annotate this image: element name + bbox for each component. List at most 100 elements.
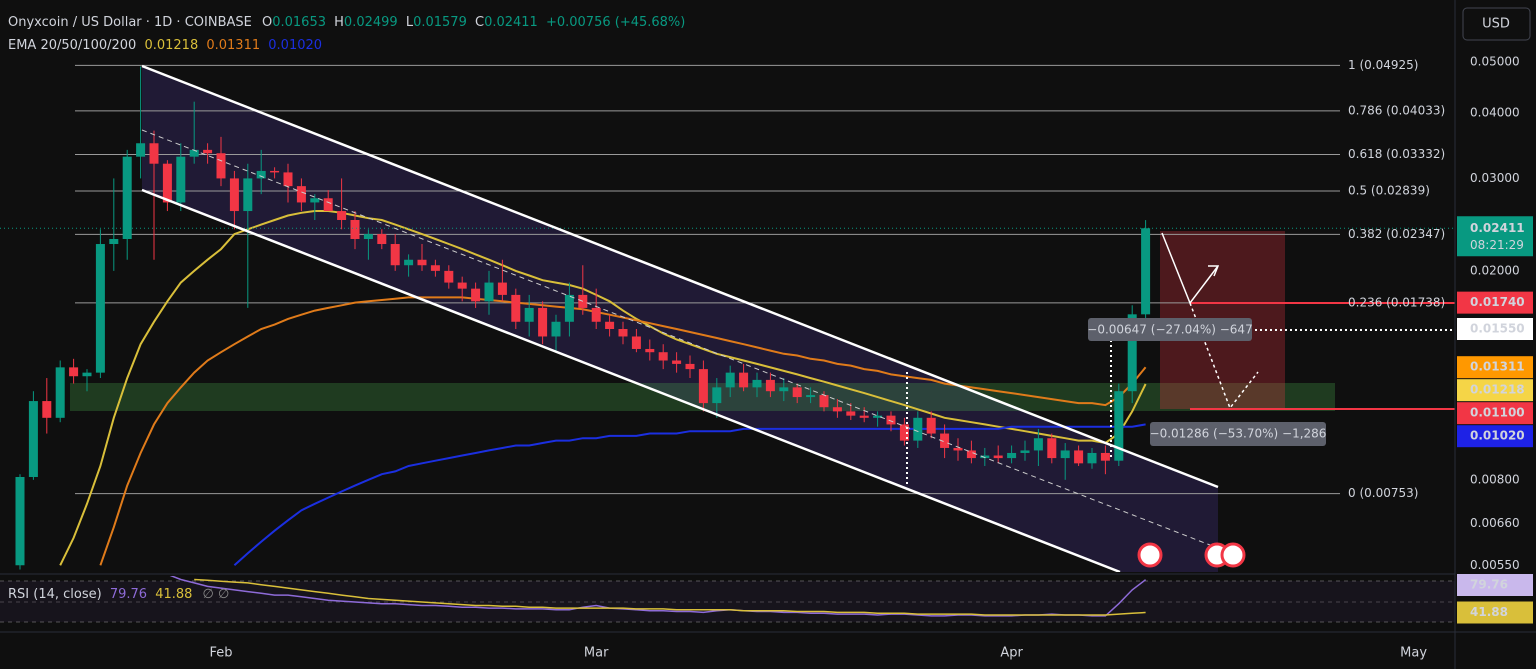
ohlc-letter: O: [262, 15, 272, 30]
candle-body: [551, 321, 561, 337]
candle-body: [1074, 450, 1084, 464]
rsi-icons: ∅ ∅: [203, 587, 230, 602]
candle-body: [1100, 452, 1110, 461]
countdown: 08:21:29: [1470, 238, 1524, 252]
candle-body: [846, 411, 856, 416]
candle-body: [658, 352, 668, 361]
candle-body: [832, 407, 842, 412]
candle-body: [886, 415, 896, 425]
candle-body: [873, 415, 883, 418]
fib-label: 0 (0.00753): [1348, 486, 1418, 500]
candle-body: [819, 395, 829, 408]
rsi-value-label: 79.76: [1470, 578, 1508, 592]
currency-label[interactable]: USD: [1482, 17, 1510, 32]
rsi-value-box: [1457, 601, 1533, 624]
candle-body: [1007, 452, 1017, 459]
plot: [0, 66, 1455, 570]
ema-line: [99, 296, 1147, 566]
ohlc-letter: L: [406, 15, 414, 30]
candle-body: [618, 328, 628, 337]
candle-body: [484, 282, 494, 302]
candle-body: [417, 259, 427, 266]
event-icon: [1137, 542, 1163, 568]
candle-body: [605, 321, 615, 329]
candle-body: [363, 234, 373, 240]
rsi-value: 41.88: [155, 587, 192, 602]
change: +0.00756 (+45.68%): [546, 15, 685, 30]
candle-body: [859, 415, 869, 418]
candle-body: [256, 170, 266, 179]
price-label-box: [1457, 425, 1533, 448]
price-label: 0.01740: [1470, 295, 1525, 309]
ema-line: [59, 210, 1147, 566]
currency-button[interactable]: USD: [1462, 7, 1531, 41]
rsi-label: RSI (14, close): [8, 587, 102, 602]
candle-body: [752, 379, 762, 388]
ohlc-value: 0.02499: [344, 15, 398, 30]
fib-label: 0.236 (0.01738): [1348, 295, 1445, 309]
candle-body: [779, 387, 789, 392]
candle-body: [739, 372, 749, 388]
candle-body: [538, 307, 548, 337]
ema-value: 0.01311: [206, 38, 260, 53]
y-tick-label: 0.04000: [1470, 105, 1520, 119]
rsi-legend: RSI (14, close) 79.76 41.88 ∅ ∅: [8, 587, 229, 602]
candle-body: [1127, 314, 1137, 392]
candle-body: [899, 424, 909, 441]
candle-body: [337, 211, 347, 220]
candle-body: [149, 143, 159, 164]
price-label: 0.01311: [1470, 360, 1525, 374]
candle-body: [497, 282, 507, 295]
candle-body: [42, 401, 52, 418]
currency-button-box[interactable]: [1462, 7, 1531, 41]
candle-body: [95, 244, 105, 373]
axes: 0.05000 0.04000 0.03000 0.02000 0.00800 0.006…: [209, 54, 1533, 661]
candle-body: [524, 307, 534, 322]
candle-body: [270, 170, 280, 173]
ema-line: [233, 423, 1146, 567]
candle-body: [645, 348, 655, 353]
candle-body: [1047, 438, 1057, 459]
candle-body: [109, 239, 119, 245]
candle-body: [15, 476, 25, 566]
price-label: 0.01218: [1470, 383, 1525, 397]
y-tick-label: 0.00660: [1470, 516, 1520, 530]
ohlc-value: 0.01653: [272, 15, 326, 30]
candle-body: [1114, 391, 1124, 461]
candle-body: [698, 369, 708, 404]
channel-lower: [141, 188, 1121, 572]
fib-label: 0.382 (0.02347): [1348, 227, 1445, 241]
drawings-front: −0.00647 (−27.04%) −647 −0.01286 (−53.70…: [141, 64, 1455, 572]
candle-body: [82, 372, 92, 377]
candle-body: [631, 336, 641, 349]
x-tick-label: Feb: [209, 646, 232, 661]
candle-body: [136, 143, 146, 157]
candle-body: [926, 417, 936, 434]
rsi-value-label: 41.88: [1470, 605, 1508, 619]
ohlc-letter: C: [475, 15, 484, 30]
candle-body: [216, 153, 226, 179]
candle-body: [296, 186, 306, 203]
ema-value: 0.01020: [268, 38, 322, 53]
x-tick-label: May: [1400, 646, 1427, 661]
current-price-label: 0.02411: [1470, 221, 1525, 235]
candle-body: [444, 270, 454, 283]
candle-body: [55, 367, 65, 418]
price-label-box: [1457, 379, 1533, 402]
candle-body: [806, 395, 816, 398]
ohlc-value: 0.02411: [484, 15, 538, 30]
candle-body: [471, 288, 481, 302]
ema-label: EMA 20/50/100/200: [8, 38, 136, 53]
price-label: 0.01100: [1470, 406, 1525, 420]
candle-body: [993, 455, 1003, 459]
ema-value: 0.01218: [144, 38, 198, 53]
candle-body: [511, 294, 521, 322]
price-label-box: [1457, 317, 1533, 340]
y-tick-label: 0.02000: [1470, 263, 1520, 277]
candle-body: [404, 259, 414, 266]
y-tick-label: 0.00800: [1470, 472, 1520, 486]
measure-label-box: [1150, 422, 1326, 446]
candle-body: [913, 417, 923, 441]
x-tick-label: Apr: [1000, 646, 1023, 661]
